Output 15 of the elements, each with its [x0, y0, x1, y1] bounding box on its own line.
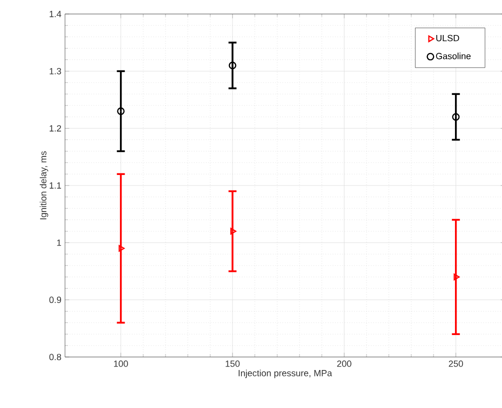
x-tick-label: 150 [226, 360, 240, 367]
legend-label: Gasoline [436, 52, 471, 60]
y-tick-label: 1 [57, 240, 62, 246]
y-tick-label: 1.3 [50, 68, 62, 74]
x-tick-label: 100 [114, 360, 128, 367]
y-tick-label: 1.4 [50, 10, 62, 18]
y-tick-label: 0.9 [49, 296, 62, 304]
y-axis-title: Ignition delay, ms [40, 151, 48, 220]
x-tick-label: 200 [337, 360, 352, 367]
y-tick-label: 1.1 [50, 182, 62, 189]
legend-label: ULSD [436, 34, 460, 42]
y-tick-label: 1.2 [50, 125, 62, 132]
x-tick-label: 250 [448, 360, 463, 367]
y-tick-label: 0.8 [49, 354, 62, 360]
x-axis-title: Injection pressure, MPa [238, 370, 332, 378]
